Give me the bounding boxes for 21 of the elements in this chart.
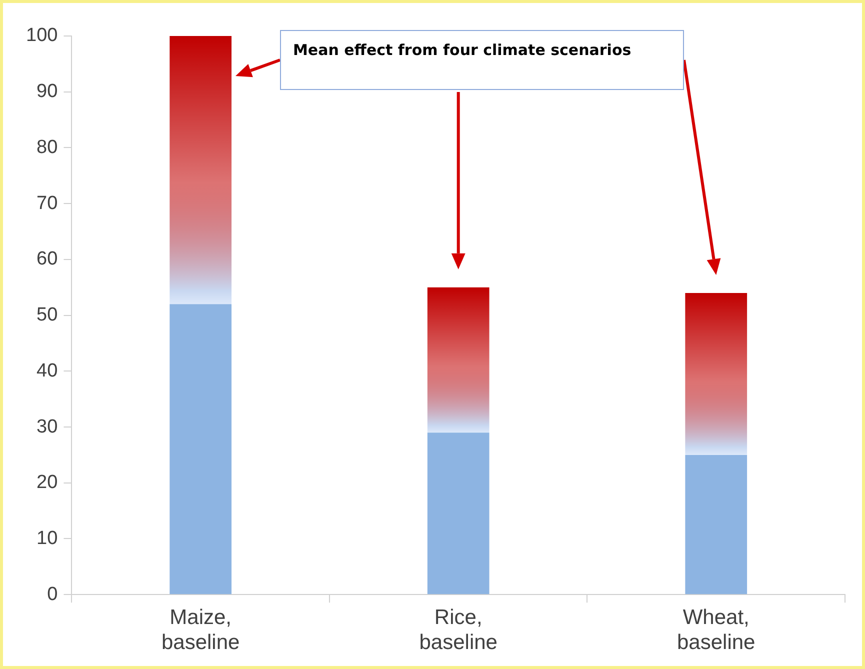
bar bbox=[170, 36, 232, 304]
bar bbox=[685, 292, 748, 455]
y-tick-label: 20 bbox=[36, 472, 58, 494]
y-tick-label: 60 bbox=[36, 248, 58, 270]
text-box: Mean effect from four climate scenarios bbox=[280, 30, 684, 90]
y-tick-label: 50 bbox=[36, 304, 58, 326]
y-tick-label: 0 bbox=[47, 584, 58, 605]
bar bbox=[170, 304, 232, 594]
bar bbox=[685, 454, 748, 594]
y-tick-label: 10 bbox=[36, 528, 58, 549]
x-tick-label: Maize, baseline bbox=[161, 606, 240, 654]
y-tick-label: 90 bbox=[36, 81, 58, 102]
y-tick-label: 100 bbox=[26, 25, 58, 46]
y-tick-label: 80 bbox=[36, 136, 58, 158]
y-tick-label: 30 bbox=[36, 416, 58, 438]
x-tick-label: Rice, baseline bbox=[419, 606, 498, 654]
bar bbox=[427, 432, 490, 594]
bar bbox=[427, 287, 490, 433]
y-tick-label: 40 bbox=[36, 360, 58, 382]
x-tick-label: Wheat, baseline bbox=[677, 606, 756, 654]
y-tick-label: 70 bbox=[36, 192, 58, 214]
